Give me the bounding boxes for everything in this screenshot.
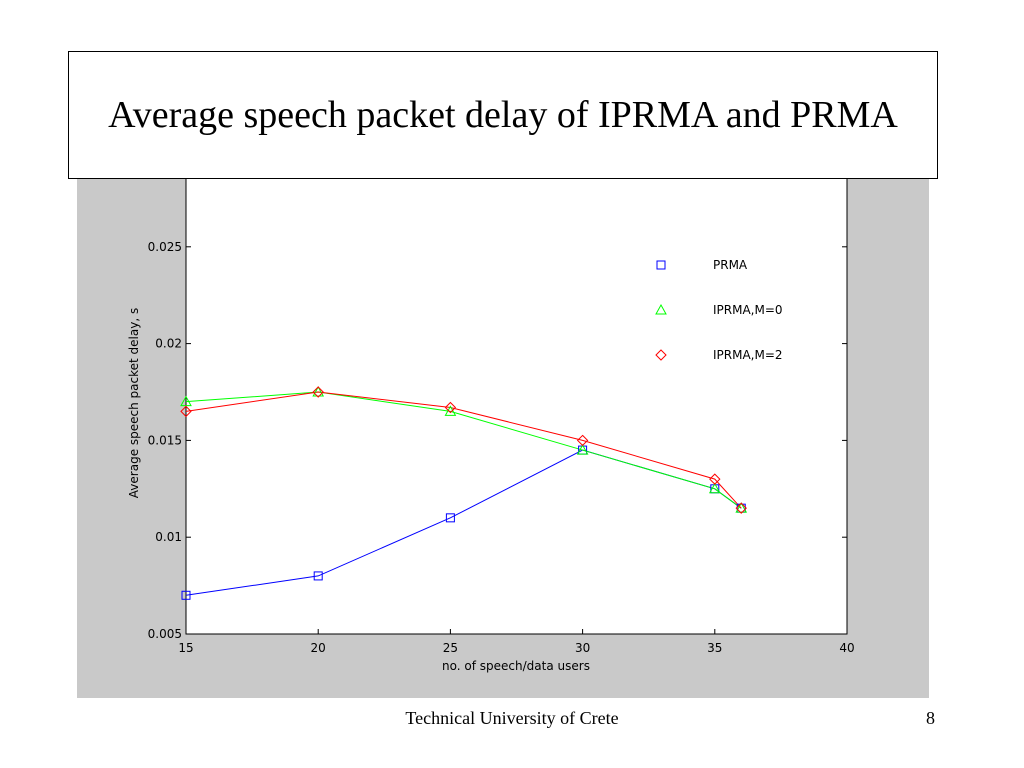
series-line (185, 391, 742, 509)
x-tick-label: 20 (311, 641, 326, 655)
slide-title: Average speech packet delay of IPRMA and… (108, 94, 898, 136)
x-axis-label: no. of speech/data users (442, 659, 590, 673)
data-point-diamond (444, 401, 457, 414)
data-point-triangle (708, 482, 721, 494)
x-tick-label: 30 (575, 641, 590, 655)
data-point-diamond (735, 502, 747, 514)
data-point-square (445, 513, 455, 523)
legend-label: IPRMA,M=2 (713, 348, 783, 362)
axis-ticks: 15 20 25 30 35 40 0.005 0.01 0.015 0.02 0.025 (148, 150, 855, 655)
y-tick-label: 0.005 (148, 627, 182, 641)
title-box: Average speech packet delay of IPRMA and… (68, 51, 938, 179)
series-layer (180, 385, 748, 600)
y-tick-label: 0.01 (155, 530, 182, 544)
legend-label: PRMA (713, 258, 748, 272)
data-point-diamond (709, 473, 721, 485)
data-point-triangle (576, 444, 589, 455)
x-tick-label: 15 (178, 641, 193, 655)
x-tick-label: 40 (839, 641, 854, 655)
legend-label: IPRMA,M=0 (713, 303, 783, 317)
y-tick-label: 0.015 (148, 433, 182, 447)
data-point-diamond (180, 405, 192, 418)
data-point-square (656, 260, 666, 270)
page-number: 8 (926, 708, 935, 728)
data-point-diamond (576, 434, 589, 447)
legend: PRMA IPRMA,M=0 IPRMA,M=2 (655, 258, 783, 362)
data-point-square (313, 571, 323, 581)
x-tick-label: 25 (443, 641, 458, 655)
data-point-diamond (312, 386, 324, 398)
y-tick-label: 0.025 (148, 240, 182, 254)
x-tick-label: 35 (707, 641, 722, 655)
data-point-triangle (312, 385, 325, 397)
footer-text: Technical University of Crete (405, 708, 619, 728)
y-axis-label: Average speech packet delay, s (127, 308, 141, 498)
plot-area (185, 149, 848, 635)
y-tick-label: 0.02 (155, 337, 182, 351)
data-point-triangle (444, 405, 457, 416)
data-point-triangle (655, 303, 667, 315)
data-point-triangle (735, 502, 748, 513)
data-point-square (181, 590, 191, 600)
data-point-diamond (655, 349, 667, 361)
